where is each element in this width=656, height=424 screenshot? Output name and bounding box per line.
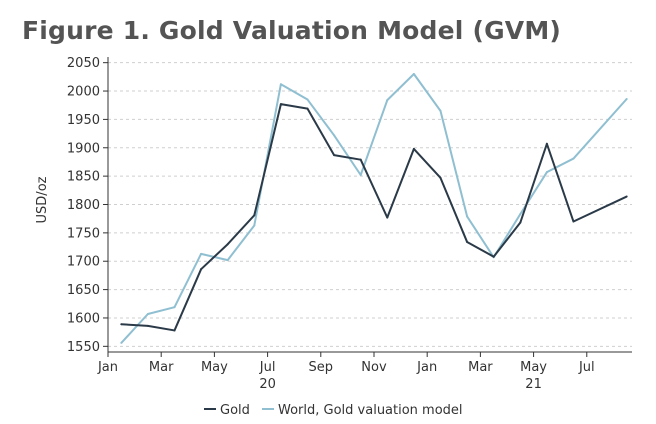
y-tick-label: 1800 xyxy=(67,198,100,213)
data-point xyxy=(545,142,548,145)
x-tick-label: Mar xyxy=(468,360,493,375)
x-tick-label: Sep xyxy=(309,360,334,375)
data-point xyxy=(492,255,495,258)
x-tick-label: Mar xyxy=(149,360,174,375)
y-tick-label: 1750 xyxy=(67,226,100,241)
data-point xyxy=(572,220,575,223)
series-line-model xyxy=(120,73,628,344)
data-point xyxy=(359,174,362,176)
data-point xyxy=(226,243,229,246)
legend-label: World, Gold valuation model xyxy=(278,403,463,418)
data-point xyxy=(519,213,522,216)
data-point xyxy=(253,214,256,217)
data-point xyxy=(439,109,442,112)
data-point xyxy=(386,216,389,219)
y-tick-label: 1950 xyxy=(67,113,100,128)
data-point xyxy=(200,252,203,255)
data-point xyxy=(226,259,229,262)
x-tick-label: May xyxy=(201,360,228,375)
y-tick-label: 1700 xyxy=(67,255,100,270)
x-tick-label: Nov xyxy=(361,360,387,375)
data-point xyxy=(359,158,362,161)
data-point xyxy=(253,224,256,227)
data-point xyxy=(519,221,522,224)
x-tick-label: Jan xyxy=(97,360,118,375)
y-tick-label: 1850 xyxy=(67,170,100,185)
data-point xyxy=(279,103,282,106)
data-point xyxy=(572,157,575,160)
x-tick-label: Jul xyxy=(259,360,276,375)
x-year-label: 20 xyxy=(259,377,276,392)
data-point xyxy=(412,73,415,76)
data-point xyxy=(279,83,282,86)
y-tick-label: 1550 xyxy=(67,340,100,355)
series-lines xyxy=(120,73,628,344)
legend-label: Gold xyxy=(220,403,250,418)
data-point xyxy=(466,215,469,218)
data-point xyxy=(146,312,149,315)
data-point xyxy=(625,97,628,100)
data-point xyxy=(333,154,336,157)
data-point xyxy=(386,99,389,102)
data-point xyxy=(466,240,469,243)
chart-title: Figure 1. Gold Valuation Model (GVM) xyxy=(22,16,562,45)
y-tick-label: 2050 xyxy=(67,56,100,71)
data-point xyxy=(120,341,123,344)
data-point xyxy=(306,107,309,110)
data-point xyxy=(412,147,415,150)
legend: Gold World, Gold valuation model xyxy=(204,403,463,418)
x-ticks: Jan Mar May Jul Sep Nov Jan Mar May Jul 20 21 xyxy=(97,352,595,392)
data-point xyxy=(120,323,123,326)
data-point xyxy=(173,306,176,309)
data-point xyxy=(333,134,336,137)
y-tick-label: 2000 xyxy=(67,85,100,100)
data-point xyxy=(439,176,442,179)
data-point xyxy=(625,195,628,198)
data-point xyxy=(306,98,309,101)
x-tick-label: Jan xyxy=(416,360,437,375)
data-point xyxy=(200,268,203,271)
y-ticks: 1550 1600 1650 1700 1750 1800 1850 1900 1950 2000… xyxy=(67,56,108,355)
x-year-label: 21 xyxy=(525,377,542,392)
y-tick-label: 1650 xyxy=(67,283,100,298)
data-point xyxy=(173,329,176,332)
y-tick-label: 1600 xyxy=(67,311,100,326)
data-point xyxy=(545,171,548,174)
data-point xyxy=(146,324,149,327)
y-tick-label: 1900 xyxy=(67,141,100,156)
y-axis-label: USD/oz xyxy=(35,176,50,223)
x-tick-label: May xyxy=(520,360,547,375)
x-tick-label: Jul xyxy=(578,360,595,375)
